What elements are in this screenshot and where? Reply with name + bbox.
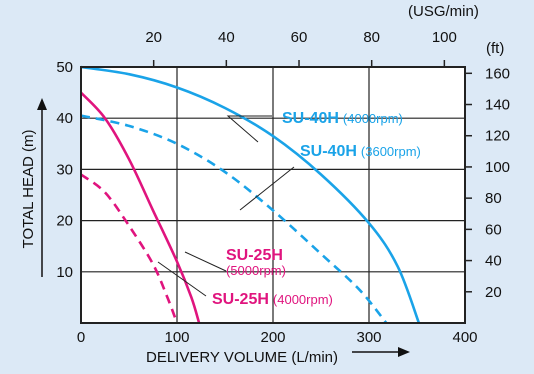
x-tick-label: 300: [356, 329, 381, 346]
y-tick-label: 40: [56, 110, 73, 127]
y-tick-label: 10: [56, 264, 73, 281]
series-label: SU-25H (5000rpm): [226, 247, 286, 278]
series-label-name: SU-25H: [226, 247, 283, 264]
top-axis-tick-label: 60: [291, 29, 308, 46]
series-leader-line: [184, 251, 227, 272]
top-axis-tick-label: 40: [218, 29, 235, 46]
y-axis-arrow-head: [37, 98, 47, 110]
right-axis-tick-label: 20: [485, 284, 502, 301]
series-label-speed: (4000rpm): [343, 111, 403, 126]
x-tick-label: 200: [260, 329, 285, 346]
series-label: SU-40H (3600rpm): [300, 143, 421, 160]
top-axis-tick-label: 20: [145, 29, 162, 46]
right-axis-tick-label: 80: [485, 190, 502, 207]
performance-curves: [80, 65, 421, 324]
right-axis-tick-label: 60: [485, 221, 502, 238]
right-axis-tick-label: 160: [485, 65, 510, 82]
series-leader-line: [226, 115, 272, 143]
top-axis-tick-label: 80: [363, 29, 380, 46]
right-axis-tick-label: 40: [485, 253, 502, 270]
series-label-speed: (3600rpm): [361, 144, 421, 159]
series-label: SU-40H (4000rpm): [282, 110, 403, 127]
x-tick-label: 0: [77, 329, 85, 346]
y-tick-label: 20: [56, 213, 73, 230]
series-label-name: SU-25H: [212, 291, 269, 308]
x-axis-title-group: DELIVERY VOLUME (L/min): [146, 347, 410, 366]
x-tick-label: 400: [452, 329, 477, 346]
axis-ticks: 0 100 200 300 400 10 20 30 40 50 20 40 60 80 100 20 40 60…: [56, 29, 510, 346]
series-leader-line: [239, 166, 295, 211]
series-line: [80, 91, 201, 324]
top-axis-tick-label: 100: [432, 29, 457, 46]
series-line: [80, 65, 421, 324]
right-axis-tick-label: 140: [485, 97, 510, 114]
series-label-speed: (4000rpm): [273, 292, 333, 307]
right-axis-unit: (ft): [486, 40, 504, 57]
y-axis-title-group: TOTAL HEAD (m): [20, 98, 47, 277]
series-label: SU-25H (4000rpm): [212, 291, 333, 308]
x-axis-title: DELIVERY VOLUME (L/min): [146, 349, 338, 366]
y-tick-label: 50: [56, 59, 73, 76]
series-label-name: SU-40H: [300, 143, 357, 160]
y-tick-label: 30: [56, 161, 73, 178]
series-label-name: SU-40H: [282, 110, 339, 127]
right-axis-tick-label: 100: [485, 159, 510, 176]
series-labels: SU-40H (4000rpm)SU-40H (3600rpm)SU-25H (500…: [157, 110, 421, 308]
x-axis-arrow-head: [398, 347, 410, 357]
y-axis-title: TOTAL HEAD (m): [20, 130, 37, 249]
plot-frame: [80, 66, 466, 324]
right-axis-tick-label: 120: [485, 128, 510, 145]
top-axis-unit: (USG/min): [408, 3, 479, 20]
series-leader-line: [157, 261, 207, 297]
series-label-speed: (5000rpm): [226, 263, 286, 278]
series-line: [80, 173, 179, 324]
x-tick-label: 100: [164, 329, 189, 346]
